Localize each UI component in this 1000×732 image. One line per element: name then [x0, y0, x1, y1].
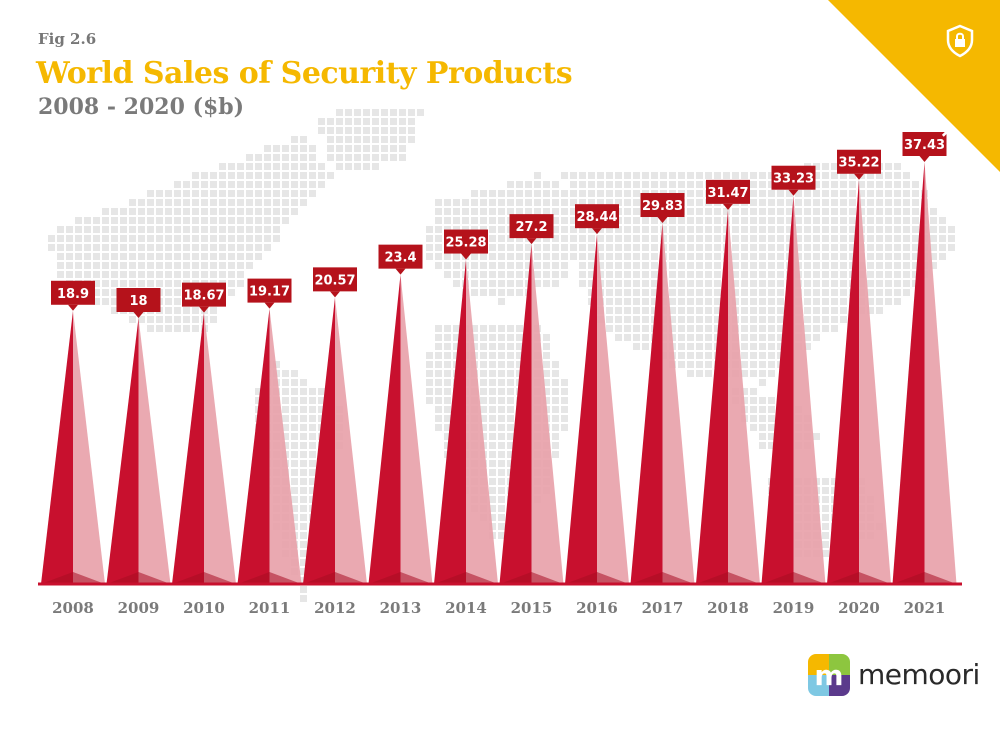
x-tick-label: 2017 [642, 599, 684, 617]
data-label: 27.2 [509, 214, 554, 245]
x-tick-label: 2011 [249, 599, 291, 617]
x-tick-label: 2008 [52, 599, 94, 617]
data-label-text: 19.17 [249, 285, 290, 300]
spike-bar [303, 297, 367, 584]
data-label-group: 18.9 18 18.67 19.17 20.57 23.4 25.28 27.2 28.44 2… [51, 132, 947, 318]
x-tick-label: 2021 [904, 599, 946, 617]
x-tick-label: 2010 [183, 599, 225, 617]
security-corner-badge [828, 0, 1000, 172]
spike-bar [827, 179, 891, 584]
data-label-text: 28.44 [576, 210, 617, 225]
data-label: 23.4 [378, 244, 423, 275]
spike-bar [892, 162, 957, 584]
data-label: 20.57 [313, 267, 357, 298]
x-tick-label: 2009 [118, 599, 160, 617]
data-label-text: 37.43 [904, 138, 945, 153]
spike-bar [565, 234, 629, 584]
spike-bar [434, 259, 498, 584]
data-label-text: 18.9 [57, 287, 89, 302]
spike-bar [106, 318, 171, 584]
spike-bar [237, 308, 302, 584]
data-label-text: 33.23 [773, 172, 814, 187]
data-label-text: 25.28 [445, 236, 486, 251]
data-label: 29.83 [640, 193, 685, 224]
data-label: 28.44 [575, 204, 619, 235]
x-tick-label: 2015 [511, 599, 553, 617]
shield-lock-icon [946, 24, 974, 58]
spike-series [38, 162, 962, 586]
data-label-text: 23.4 [384, 251, 416, 266]
x-tick-label: 2018 [707, 599, 749, 617]
data-label-text: 31.47 [707, 186, 748, 201]
x-tick-label: 2016 [576, 599, 618, 617]
spike-bar [499, 244, 564, 585]
data-label: 37.43 [902, 132, 947, 162]
spike-bar [761, 195, 826, 584]
spike-bar [696, 209, 760, 584]
x-tick-label: 2020 [838, 599, 880, 617]
data-label-text: 18.67 [183, 289, 224, 304]
data-label: 18.9 [51, 280, 95, 311]
data-label-text: 35.22 [838, 156, 879, 171]
data-label: 33.23 [771, 165, 816, 196]
x-axis-tick-labels: 2008 2009 2010 2011 2012 2013 2014 2015 2016 2017… [52, 599, 945, 617]
data-label: 18 [116, 288, 161, 318]
x-tick-label: 2012 [314, 599, 356, 617]
data-label: 18.67 [182, 282, 226, 313]
x-tick-label: 2019 [773, 599, 815, 617]
data-label: 25.28 [444, 229, 488, 260]
data-label: 19.17 [247, 278, 292, 309]
spike-bar [368, 274, 433, 584]
memoori-wordmark: memoori [858, 658, 980, 691]
data-label-text: 27.2 [515, 220, 547, 235]
data-label: 31.47 [706, 179, 750, 210]
data-label-text: 20.57 [314, 273, 355, 288]
x-tick-label: 2014 [445, 599, 487, 617]
chart-subtitle: 2008 - 2020 ($b) [38, 94, 245, 120]
chart-title: World Sales of Security Products [36, 56, 573, 91]
x-tick-label: 2013 [380, 599, 422, 617]
memoori-logo-icon: m [808, 654, 850, 696]
data-label-text: 18 [129, 294, 147, 309]
spike-bar [41, 310, 105, 584]
memoori-logo: m memoori [808, 654, 980, 698]
spike-bar [630, 223, 695, 584]
data-label: 35.22 [837, 149, 881, 180]
data-label-text: 29.83 [642, 199, 683, 214]
figure-number: Fig 2.6 [38, 30, 97, 48]
spike-bar [172, 312, 236, 584]
